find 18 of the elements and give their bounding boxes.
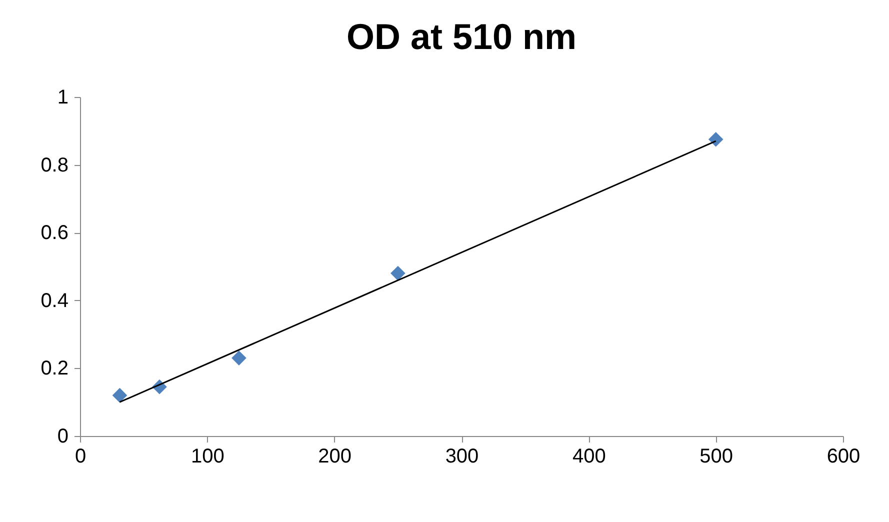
y-tick-label: 0.2 — [40, 358, 68, 380]
y-tick-label: 0.4 — [40, 290, 68, 312]
y-tick-label: 0.6 — [40, 222, 68, 244]
x-tick-label: 300 — [445, 446, 479, 468]
chart-title: OD at 510 nm — [346, 16, 577, 57]
x-tick-label: 600 — [826, 446, 860, 468]
y-tick-label: 0.8 — [40, 154, 68, 176]
x-tick-label: 100 — [190, 446, 224, 468]
point — [112, 388, 128, 403]
x-tick-label: 400 — [572, 446, 606, 468]
point — [708, 132, 724, 147]
x-tick-label: 500 — [700, 446, 734, 468]
y-tick-label: 1 — [57, 86, 68, 108]
y-tick-label: 0 — [57, 426, 68, 448]
x-tick-label: 0 — [74, 446, 86, 468]
point — [232, 350, 246, 366]
point — [390, 266, 406, 281]
x-tick-label: 200 — [318, 446, 352, 468]
